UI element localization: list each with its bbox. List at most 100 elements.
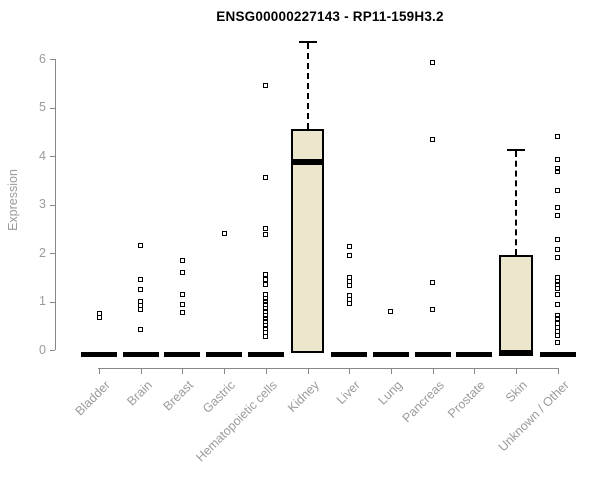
y-axis-tick-label: 1 <box>39 294 46 308</box>
y-axis-tick-label: 2 <box>39 245 46 260</box>
whisker-cap <box>298 41 317 44</box>
whisker-cap <box>507 149 525 152</box>
data-point <box>555 278 561 284</box>
data-point <box>555 205 561 211</box>
data-point <box>138 243 144 249</box>
x-axis-tick <box>432 368 434 374</box>
data-point <box>263 299 269 304</box>
data-point <box>555 301 561 307</box>
y-axis-tick <box>50 156 55 157</box>
data-point <box>179 291 185 297</box>
x-axis-tick <box>349 368 351 374</box>
zero-expression-bar <box>456 352 493 357</box>
data-point <box>555 212 561 218</box>
data-point <box>138 286 144 292</box>
data-point <box>555 255 561 261</box>
data-point <box>263 319 269 325</box>
data-point <box>346 252 352 258</box>
y-axis-tick-label: 6 <box>39 51 46 66</box>
data-point <box>555 246 561 252</box>
zero-expression-bar <box>414 352 451 357</box>
y-axis-tick <box>50 301 55 303</box>
data-point <box>555 285 561 291</box>
y-axis-tick-label: 0 <box>39 342 46 357</box>
x-axis-tick <box>224 368 226 374</box>
data-point <box>555 165 561 171</box>
median-line <box>499 349 533 356</box>
data-point <box>263 295 269 301</box>
data-point <box>96 314 102 320</box>
data-point <box>346 244 352 250</box>
x-axis-tick <box>516 368 517 374</box>
zero-expression-bar <box>539 352 576 357</box>
zero-expression-bar <box>372 352 409 357</box>
y-axis-tick <box>50 204 55 206</box>
data-point <box>263 305 269 311</box>
x-axis-tick <box>265 368 267 374</box>
median-line <box>290 158 325 165</box>
data-point <box>555 236 561 242</box>
zero-expression-bar <box>164 352 201 357</box>
data-point <box>555 156 561 162</box>
data-point <box>555 332 561 338</box>
data-point <box>263 302 269 308</box>
data-point <box>555 188 561 194</box>
x-axis-tick <box>307 368 309 374</box>
data-point <box>179 302 185 308</box>
y-axis-tick-label: 3 <box>39 197 46 211</box>
data-point <box>346 283 352 289</box>
y-axis-tick-label: 4 <box>39 148 46 163</box>
data-point <box>138 307 144 313</box>
data-point <box>179 269 185 275</box>
data-point <box>221 231 227 237</box>
data-point <box>430 60 436 66</box>
y-axis-tick <box>50 59 55 60</box>
data-point <box>263 309 269 315</box>
data-point <box>430 307 436 313</box>
data-point <box>263 282 269 288</box>
data-point <box>555 340 561 346</box>
x-axis-tick <box>557 368 559 374</box>
data-point <box>263 175 269 181</box>
box-body <box>499 255 533 354</box>
data-point <box>263 312 269 318</box>
y-axis-line <box>55 59 56 350</box>
x-axis-line <box>97 368 560 369</box>
box-body <box>290 128 325 354</box>
x-axis-tick <box>390 368 392 374</box>
data-point <box>263 232 269 238</box>
data-point <box>346 301 352 307</box>
zero-expression-bar <box>122 352 159 357</box>
data-point <box>430 279 436 285</box>
data-point <box>263 226 269 232</box>
x-axis-tick <box>182 368 184 374</box>
data-point <box>263 315 269 321</box>
data-point <box>263 277 269 283</box>
data-point <box>179 309 185 315</box>
x-axis-tick <box>140 368 142 374</box>
y-axis-tick-label: 5 <box>39 100 46 114</box>
data-point <box>138 327 144 333</box>
data-point <box>263 322 269 328</box>
whisker-line <box>306 43 309 129</box>
data-point <box>555 134 561 140</box>
data-point <box>138 277 144 283</box>
data-point <box>388 308 394 314</box>
zero-expression-bar <box>331 352 368 357</box>
zero-expression-bar <box>81 352 117 357</box>
y-axis-tick <box>50 253 55 254</box>
x-axis-tick <box>474 368 476 374</box>
data-point <box>555 292 561 298</box>
zero-expression-bar <box>247 352 284 357</box>
data-point <box>346 278 352 284</box>
data-point <box>263 272 269 278</box>
data-point <box>555 169 561 175</box>
whisker-line <box>515 151 517 256</box>
data-point <box>430 137 436 143</box>
data-point <box>555 316 561 322</box>
zero-expression-bar <box>206 352 243 357</box>
y-axis-tick <box>50 107 55 109</box>
data-point <box>263 333 269 339</box>
data-point <box>179 257 185 263</box>
